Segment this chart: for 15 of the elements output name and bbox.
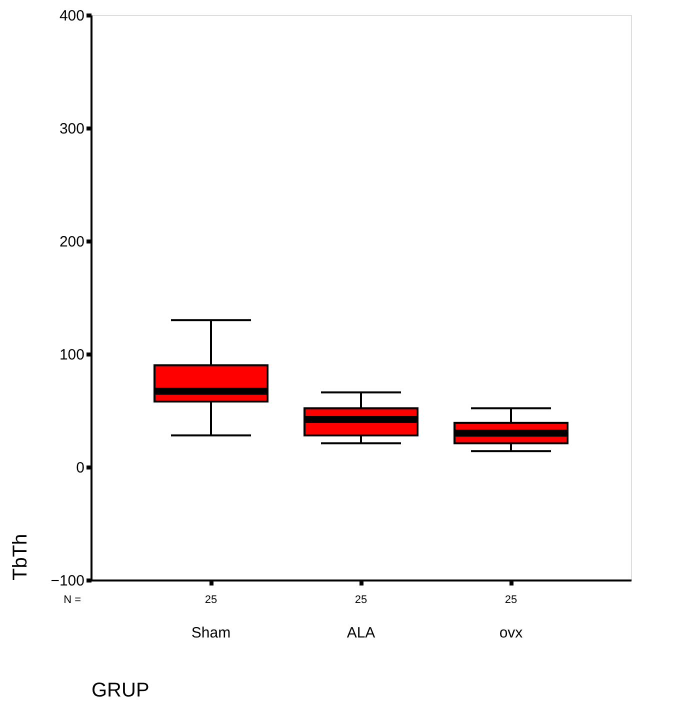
y-tick-label: 100	[59, 346, 84, 364]
x-axis-title: GRUP	[92, 680, 150, 702]
annotation: 25	[354, 594, 368, 606]
y-tick-label: −100	[50, 572, 84, 590]
annotation: 25	[204, 594, 218, 606]
x-tick-label: ovx	[499, 624, 524, 642]
y-tick-label: 200	[59, 234, 84, 250]
annotation: 25	[504, 594, 518, 606]
y-axis-title: TbTh	[10, 534, 32, 580]
x-tick-label: Sham	[191, 624, 231, 642]
y-tick-label: 300	[59, 120, 84, 138]
x-tick-label: ALA	[346, 624, 376, 642]
y-tick-label: 400	[59, 8, 84, 24]
y-tick-label: 0	[76, 460, 84, 476]
text: N =	[64, 594, 81, 606]
